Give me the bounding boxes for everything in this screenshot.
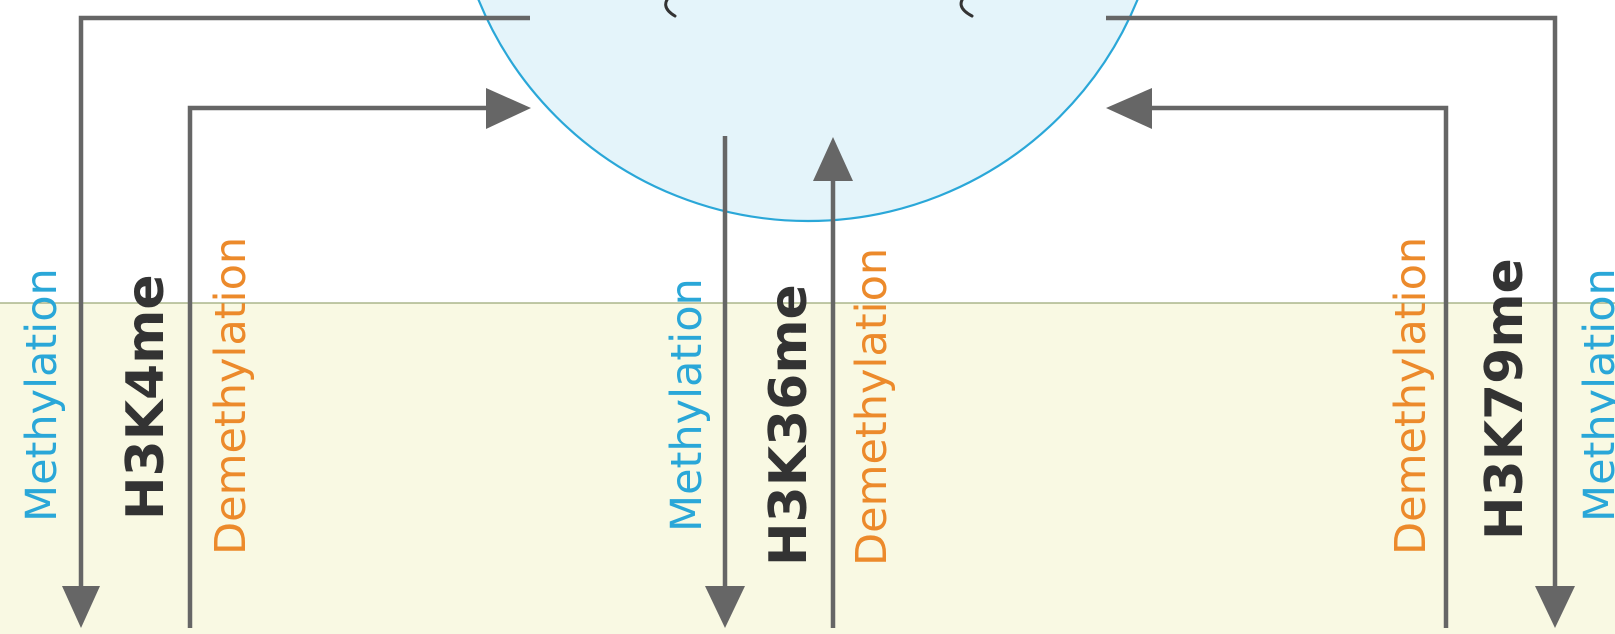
h3k79me-label: H3K79me [1475,258,1535,540]
h3k4-demethylation-arrow [187,88,531,628]
lower-region [0,303,1615,634]
histone-tail-left [664,0,677,18]
methylation-label-h3k79: Methylation [1575,268,1615,522]
methylation-label-h3k4: Methylation [17,268,67,522]
histone-tail-right [959,0,974,18]
methylation-label-h3k36: Methylation [662,278,712,532]
h3k79-methylation-arrow [1106,15,1575,628]
h3k4-methylation-arrow [62,15,530,628]
demethylation-label-h3k79: Demethylation [1386,237,1436,555]
demethylation-label-h3k4: Demethylation [206,237,256,555]
demethylation-label-h3k36: Demethylation [847,248,897,566]
h3k36-demethylation-arrow [813,137,853,628]
h3k79-demethylation-arrow [1106,88,1449,628]
h3k36me-label: H3K36me [759,284,819,566]
h3k36-methylation-arrow [705,136,745,628]
histone-circle [477,0,1139,222]
h3k4me-label: H3K4me [116,274,176,520]
